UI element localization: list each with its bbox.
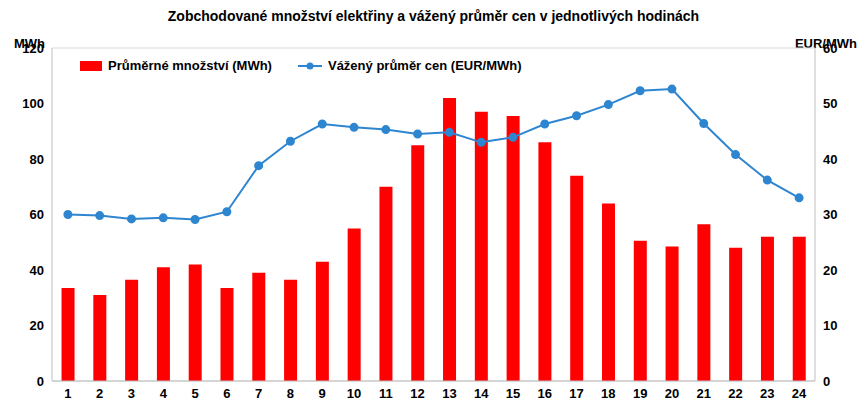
svg-text:0: 0 [823,374,830,389]
svg-text:4: 4 [160,386,168,401]
svg-text:30: 30 [823,207,837,222]
svg-text:5: 5 [191,386,198,401]
svg-text:40: 40 [30,263,44,278]
svg-text:16: 16 [538,386,552,401]
svg-text:21: 21 [696,386,710,401]
svg-text:9: 9 [319,386,326,401]
svg-text:14: 14 [474,386,489,401]
svg-text:8: 8 [287,386,294,401]
svg-text:24: 24 [792,386,807,401]
svg-text:0: 0 [37,374,44,389]
svg-text:3: 3 [128,386,135,401]
svg-text:17: 17 [569,386,583,401]
svg-text:10: 10 [823,318,837,333]
svg-text:10: 10 [347,386,361,401]
svg-text:120: 120 [22,41,44,56]
svg-text:60: 60 [823,41,837,56]
svg-text:18: 18 [601,386,615,401]
svg-text:23: 23 [760,386,774,401]
svg-text:80: 80 [30,152,44,167]
svg-text:60: 60 [30,207,44,222]
svg-text:7: 7 [255,386,262,401]
svg-text:15: 15 [506,386,520,401]
svg-text:20: 20 [823,263,837,278]
svg-text:50: 50 [823,96,837,111]
svg-text:40: 40 [823,152,837,167]
svg-text:13: 13 [442,386,456,401]
svg-text:6: 6 [223,386,230,401]
svg-text:2: 2 [96,386,103,401]
svg-text:22: 22 [728,386,742,401]
svg-text:20: 20 [30,318,44,333]
svg-text:19: 19 [633,386,647,401]
svg-text:1: 1 [64,386,71,401]
svg-text:11: 11 [379,386,393,401]
svg-text:20: 20 [665,386,679,401]
svg-text:100: 100 [22,96,44,111]
svg-text:12: 12 [410,386,424,401]
